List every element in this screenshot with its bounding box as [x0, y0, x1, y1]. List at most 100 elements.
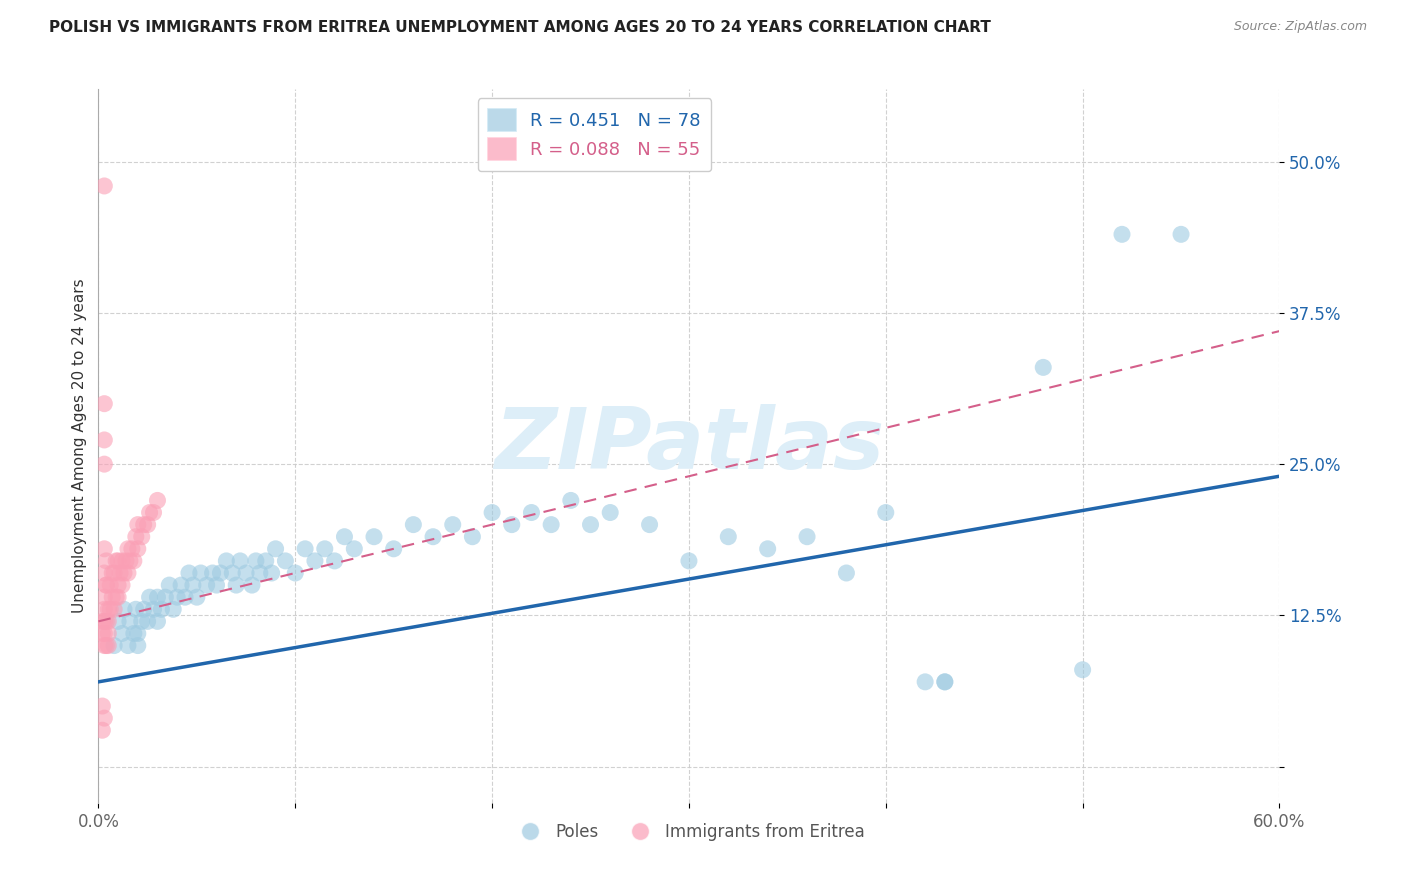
Point [1170, 227, 1192, 242]
Point [146, 615, 169, 629]
Point [579, 517, 602, 532]
Point [107, 615, 129, 629]
Point [125, 602, 148, 616]
Point [96, 615, 118, 629]
Point [382, 541, 405, 556]
Point [93, 178, 115, 193]
Point [264, 541, 287, 556]
Point [93, 590, 115, 604]
Point [914, 674, 936, 689]
Point [112, 602, 135, 616]
Point [166, 590, 188, 604]
Y-axis label: Unemployment Among Ages 20 to 24 years: Unemployment Among Ages 20 to 24 years [72, 278, 87, 614]
Point [717, 530, 740, 544]
Point [136, 615, 159, 629]
Legend: Poles, Immigrants from Eritrea: Poles, Immigrants from Eritrea [506, 817, 872, 848]
Point [111, 626, 134, 640]
Point [422, 530, 444, 544]
Point [93, 457, 115, 471]
Point [540, 517, 562, 532]
Point [162, 602, 184, 616]
Point [174, 590, 197, 604]
Point [441, 517, 464, 532]
Point [1111, 227, 1133, 242]
Point [157, 578, 180, 592]
Point [127, 541, 149, 556]
Point [93, 566, 115, 580]
Text: POLISH VS IMMIGRANTS FROM ERITREA UNEMPLOYMENT AMONG AGES 20 TO 24 YEARS CORRELA: POLISH VS IMMIGRANTS FROM ERITREA UNEMPL… [49, 20, 991, 35]
Point [101, 590, 124, 604]
Point [96, 554, 118, 568]
Point [146, 590, 169, 604]
Point [127, 517, 149, 532]
Point [117, 566, 139, 580]
Point [105, 554, 128, 568]
Point [103, 602, 125, 616]
Point [934, 674, 956, 689]
Point [225, 578, 247, 592]
Point [115, 554, 138, 568]
Point [756, 541, 779, 556]
Text: Source: ZipAtlas.com: Source: ZipAtlas.com [1233, 20, 1367, 33]
Point [97, 615, 120, 629]
Point [294, 541, 316, 556]
Point [127, 626, 149, 640]
Point [835, 566, 858, 580]
Point [186, 590, 208, 604]
Point [181, 578, 204, 592]
Point [131, 530, 153, 544]
Point [93, 639, 115, 653]
Point [678, 554, 700, 568]
Point [461, 530, 484, 544]
Point [323, 554, 346, 568]
Point [96, 639, 118, 653]
Point [122, 554, 145, 568]
Point [284, 566, 307, 580]
Point [796, 530, 818, 544]
Point [146, 493, 169, 508]
Point [121, 541, 143, 556]
Point [481, 506, 503, 520]
Point [201, 566, 224, 580]
Point [195, 578, 218, 592]
Point [190, 566, 212, 580]
Point [501, 517, 523, 532]
Point [132, 517, 155, 532]
Point [96, 578, 118, 592]
Point [105, 590, 128, 604]
Point [638, 517, 661, 532]
Point [314, 541, 336, 556]
Point [138, 506, 160, 520]
Point [122, 626, 145, 640]
Point [343, 541, 366, 556]
Point [125, 530, 148, 544]
Point [260, 566, 283, 580]
Point [93, 397, 115, 411]
Point [249, 566, 271, 580]
Point [93, 602, 115, 616]
Point [205, 578, 228, 592]
Point [245, 554, 267, 568]
Point [93, 433, 115, 447]
Point [304, 554, 326, 568]
Point [111, 578, 134, 592]
Point [221, 566, 243, 580]
Point [107, 590, 129, 604]
Point [138, 590, 160, 604]
Point [93, 711, 115, 725]
Point [142, 602, 165, 616]
Point [333, 530, 356, 544]
Point [150, 602, 173, 616]
Point [215, 554, 238, 568]
Point [103, 639, 125, 653]
Point [91, 699, 114, 714]
Point [132, 602, 155, 616]
Point [98, 578, 121, 592]
Point [875, 506, 897, 520]
Point [93, 615, 115, 629]
Point [560, 493, 582, 508]
Point [118, 615, 141, 629]
Point [177, 566, 200, 580]
Point [93, 626, 115, 640]
Point [98, 602, 121, 616]
